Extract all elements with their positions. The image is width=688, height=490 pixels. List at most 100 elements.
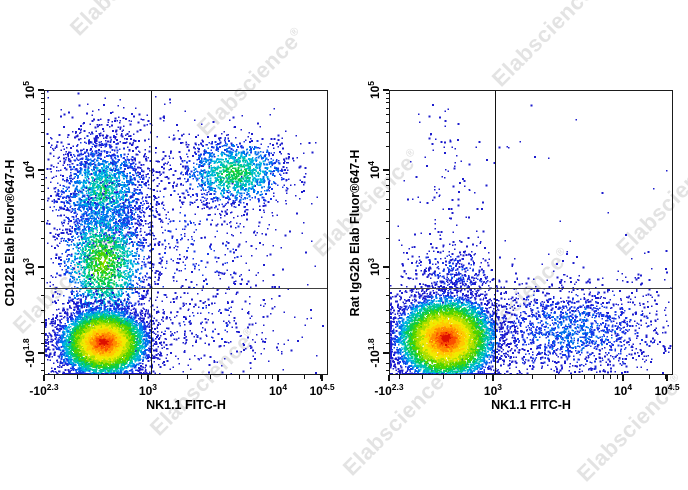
quadrant-gate-horizontal-line-right bbox=[389, 288, 673, 290]
y-minor-tick bbox=[385, 363, 389, 365]
y-minor-tick bbox=[385, 102, 389, 104]
x-tick-label: 103 bbox=[138, 382, 157, 398]
x-minor-tick bbox=[583, 375, 585, 379]
x-tick-label: 104.5 bbox=[654, 382, 680, 398]
watermark-text: Elabscience® bbox=[65, 0, 183, 41]
y-minor-tick bbox=[385, 321, 389, 323]
y-major-tick bbox=[383, 89, 389, 91]
y-minor-tick bbox=[385, 93, 389, 95]
x-major-tick bbox=[622, 375, 625, 381]
x-minor-tick bbox=[238, 375, 240, 379]
y-tick-label: 104 bbox=[366, 161, 382, 180]
y-minor-tick bbox=[385, 199, 389, 201]
y-minor-tick bbox=[40, 294, 44, 296]
y-major-tick bbox=[38, 169, 44, 172]
y-tick-label: 103 bbox=[21, 257, 37, 277]
y-minor-tick bbox=[40, 220, 44, 222]
x-minor-tick bbox=[594, 375, 596, 379]
x-minor-tick bbox=[210, 375, 212, 379]
density-dot-canvas-right bbox=[389, 90, 673, 375]
y-tick-label: -101.8 bbox=[21, 338, 37, 368]
y-axis-label-left: CD122 Elab Fluor®647-H bbox=[2, 159, 17, 306]
y-major-tick bbox=[383, 169, 389, 172]
y-minor-tick bbox=[40, 237, 44, 239]
y-minor-tick bbox=[385, 369, 389, 371]
y-minor-tick bbox=[40, 369, 44, 371]
y-minor-tick bbox=[385, 131, 389, 133]
y-major-tick bbox=[383, 352, 389, 355]
x-axis-label-right: NK1.1 FITC-H bbox=[491, 398, 571, 412]
y-major-tick bbox=[383, 265, 389, 268]
y-axis-label-right: Rat IgG2b Elab Fluor®647-H bbox=[347, 149, 362, 316]
y-minor-tick bbox=[40, 97, 44, 99]
x-minor-tick bbox=[53, 375, 55, 379]
quadrant-gate-horizontal-line-left bbox=[44, 288, 328, 290]
y-minor-tick bbox=[40, 191, 44, 193]
y-minor-tick bbox=[385, 343, 389, 345]
x-major-tick bbox=[43, 375, 45, 381]
y-major-tick bbox=[38, 89, 44, 91]
y-minor-tick bbox=[40, 208, 44, 210]
y-minor-tick bbox=[40, 93, 44, 95]
x-major-tick bbox=[321, 375, 324, 381]
y-minor-tick bbox=[40, 121, 44, 123]
y-minor-tick bbox=[385, 333, 389, 335]
y-minor-tick bbox=[385, 121, 389, 123]
watermark-text: Elabscience® bbox=[486, 0, 599, 92]
x-minor-tick bbox=[140, 375, 142, 379]
x-minor-tick bbox=[421, 375, 423, 379]
x-minor-tick bbox=[76, 375, 78, 379]
x-minor-tick bbox=[474, 375, 476, 379]
y-minor-tick bbox=[40, 174, 44, 176]
plot-area-left bbox=[44, 90, 328, 375]
y-tick-label: 105 bbox=[21, 80, 37, 100]
y-minor-tick bbox=[385, 208, 389, 210]
x-minor-tick bbox=[602, 375, 604, 379]
y-minor-tick bbox=[385, 294, 389, 296]
x-minor-tick bbox=[304, 375, 306, 379]
y-minor-tick bbox=[40, 310, 44, 312]
x-minor-tick bbox=[665, 375, 667, 379]
y-tick-label: 103 bbox=[366, 257, 382, 277]
x-minor-tick bbox=[485, 375, 487, 379]
y-minor-tick bbox=[385, 114, 389, 116]
x-minor-tick bbox=[610, 375, 612, 379]
x-tick-label: 104 bbox=[268, 382, 288, 398]
x-major-tick bbox=[277, 375, 280, 381]
y-minor-tick bbox=[385, 179, 389, 181]
y-minor-tick bbox=[40, 114, 44, 116]
x-minor-tick bbox=[320, 375, 322, 379]
y-tick-label: 104 bbox=[21, 161, 37, 180]
y-minor-tick bbox=[40, 131, 44, 133]
x-minor-tick bbox=[442, 375, 444, 379]
x-major-tick bbox=[491, 375, 494, 381]
x-minor-tick bbox=[649, 375, 651, 379]
x-major-tick bbox=[666, 375, 669, 381]
x-minor-tick bbox=[398, 375, 400, 379]
x-minor-tick bbox=[226, 375, 228, 379]
y-minor-tick bbox=[40, 102, 44, 104]
x-minor-tick bbox=[555, 375, 557, 379]
y-minor-tick bbox=[385, 145, 389, 147]
y-major-tick bbox=[38, 265, 44, 268]
quadrant-gate-vertical-line-right bbox=[494, 90, 497, 375]
watermark-text: Elabscience® bbox=[337, 365, 450, 481]
x-minor-tick bbox=[97, 375, 99, 379]
y-minor-tick bbox=[40, 199, 44, 201]
x-minor-tick bbox=[129, 375, 131, 379]
y-minor-tick bbox=[385, 97, 389, 99]
y-minor-tick bbox=[40, 179, 44, 181]
x-minor-tick bbox=[532, 375, 534, 379]
y-minor-tick bbox=[40, 333, 44, 335]
x-tick-label: -102.3 bbox=[29, 382, 59, 398]
y-tick-label: -101.8 bbox=[366, 338, 382, 368]
y-minor-tick bbox=[385, 220, 389, 222]
quadrant-gate-vertical-line-left bbox=[150, 90, 152, 375]
y-minor-tick bbox=[40, 321, 44, 323]
y-minor-tick bbox=[40, 184, 44, 186]
x-major-tick bbox=[146, 375, 149, 381]
y-minor-tick bbox=[385, 237, 389, 239]
x-tick-label: 104.5 bbox=[309, 382, 335, 398]
y-minor-tick bbox=[385, 310, 389, 312]
